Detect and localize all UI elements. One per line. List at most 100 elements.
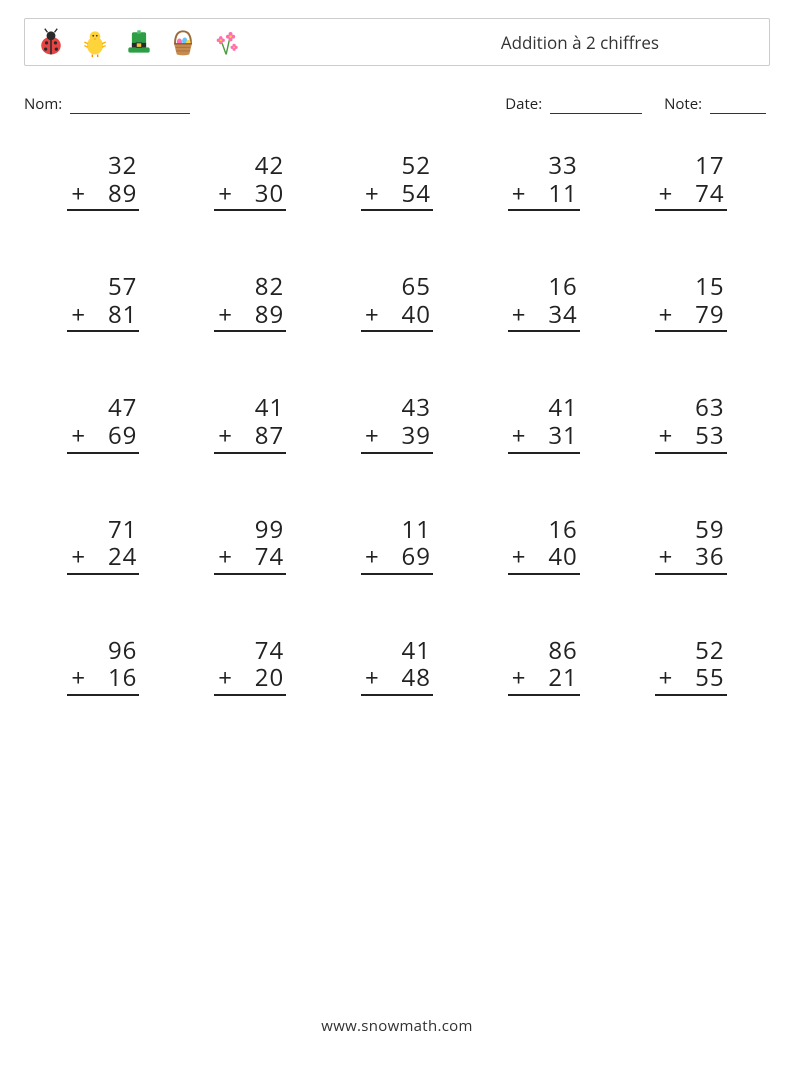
addend-bottom-row: +11 (508, 180, 580, 212)
addend-bottom-row: +21 (508, 664, 580, 696)
problem: 33+11 (508, 152, 580, 211)
operator: + (659, 180, 674, 208)
addend-bottom: 36 (695, 543, 724, 571)
addend-bottom: 55 (695, 664, 724, 692)
addend-bottom-row: +39 (361, 422, 433, 454)
operator: + (512, 422, 527, 450)
chick-icon (77, 24, 113, 60)
addend-bottom: 81 (108, 301, 137, 329)
addend-top: 86 (508, 637, 580, 665)
problem: 52+55 (655, 637, 727, 696)
note-label: Note: (664, 94, 702, 114)
addend-bottom: 24 (108, 543, 137, 571)
addend-top: 52 (361, 152, 433, 180)
flower-icon (209, 24, 245, 60)
operator: + (659, 422, 674, 450)
addend-top: 33 (508, 152, 580, 180)
addend-top: 74 (214, 637, 286, 665)
addend-bottom: 89 (255, 301, 284, 329)
date-field: Date: (505, 94, 642, 114)
addend-top: 63 (655, 394, 727, 422)
operator: + (218, 180, 233, 208)
operator: + (365, 543, 380, 571)
addend-bottom: 69 (108, 422, 137, 450)
addend-bottom-row: +81 (67, 301, 139, 333)
addend-bottom: 89 (108, 180, 137, 208)
problem: 16+40 (508, 516, 580, 575)
addend-bottom: 30 (255, 180, 284, 208)
date-label: Date: (505, 94, 542, 114)
addend-bottom-row: +20 (214, 664, 286, 696)
note-field: Note: (664, 94, 766, 114)
problem: 42+30 (214, 152, 286, 211)
problem: 74+20 (214, 637, 286, 696)
problem: 11+69 (361, 516, 433, 575)
worksheet-title: Addition à 2 chiffres (501, 31, 749, 54)
operator: + (71, 301, 86, 329)
operator: + (365, 422, 380, 450)
header-icons (33, 24, 245, 60)
addend-top: 59 (655, 516, 727, 544)
addend-bottom: 87 (255, 422, 284, 450)
addend-top: 11 (361, 516, 433, 544)
operator: + (71, 664, 86, 692)
addend-bottom-row: +40 (361, 301, 433, 333)
addend-bottom-row: +55 (655, 664, 727, 696)
addend-bottom: 53 (695, 422, 724, 450)
problem: 32+89 (67, 152, 139, 211)
addend-bottom-row: +48 (361, 664, 433, 696)
addend-top: 41 (361, 637, 433, 665)
addend-bottom: 74 (695, 180, 724, 208)
date-blank[interactable] (550, 98, 642, 114)
problem: 43+39 (361, 394, 433, 453)
problem: 47+69 (67, 394, 139, 453)
addend-bottom: 69 (402, 543, 431, 571)
addend-top: 41 (214, 394, 286, 422)
addend-bottom-row: +40 (508, 543, 580, 575)
addend-top: 99 (214, 516, 286, 544)
operator: + (659, 301, 674, 329)
addend-bottom: 31 (548, 422, 577, 450)
worksheet-page: Addition à 2 chiffres Nom: Date: Note: 3… (0, 0, 794, 1066)
footer-text: www.snowmath.com (24, 1016, 770, 1036)
ladybug-icon (33, 24, 69, 60)
addend-bottom-row: +31 (508, 422, 580, 454)
note-blank[interactable] (710, 98, 766, 114)
problem: 86+21 (508, 637, 580, 696)
problem: 65+40 (361, 273, 433, 332)
addend-bottom-row: +53 (655, 422, 727, 454)
operator: + (512, 664, 527, 692)
addend-bottom-row: +89 (214, 301, 286, 333)
addend-top: 42 (214, 152, 286, 180)
info-line: Nom: Date: Note: (24, 94, 770, 114)
addend-bottom: 34 (548, 301, 577, 329)
operator: + (659, 543, 674, 571)
addend-bottom-row: +79 (655, 301, 727, 333)
addend-bottom: 20 (255, 664, 284, 692)
problem: 16+34 (508, 273, 580, 332)
name-blank[interactable] (70, 98, 190, 114)
problems-grid: 32+8942+3052+5433+1117+7457+8182+8965+40… (24, 136, 770, 696)
operator: + (71, 180, 86, 208)
addend-bottom-row: +30 (214, 180, 286, 212)
problem: 82+89 (214, 273, 286, 332)
operator: + (218, 543, 233, 571)
operator: + (365, 301, 380, 329)
operator: + (512, 301, 527, 329)
addend-bottom: 39 (402, 422, 431, 450)
addend-bottom: 48 (402, 664, 431, 692)
addend-bottom-row: +87 (214, 422, 286, 454)
operator: + (659, 664, 674, 692)
name-label: Nom: (24, 94, 62, 114)
addend-bottom: 16 (108, 664, 137, 692)
operator: + (512, 543, 527, 571)
problem: 17+74 (655, 152, 727, 211)
addend-top: 43 (361, 394, 433, 422)
addend-bottom-row: +54 (361, 180, 433, 212)
operator: + (71, 422, 86, 450)
header-box: Addition à 2 chiffres (24, 18, 770, 66)
addend-bottom: 40 (548, 543, 577, 571)
problem: 96+16 (67, 637, 139, 696)
addend-top: 16 (508, 516, 580, 544)
addend-bottom-row: +16 (67, 664, 139, 696)
